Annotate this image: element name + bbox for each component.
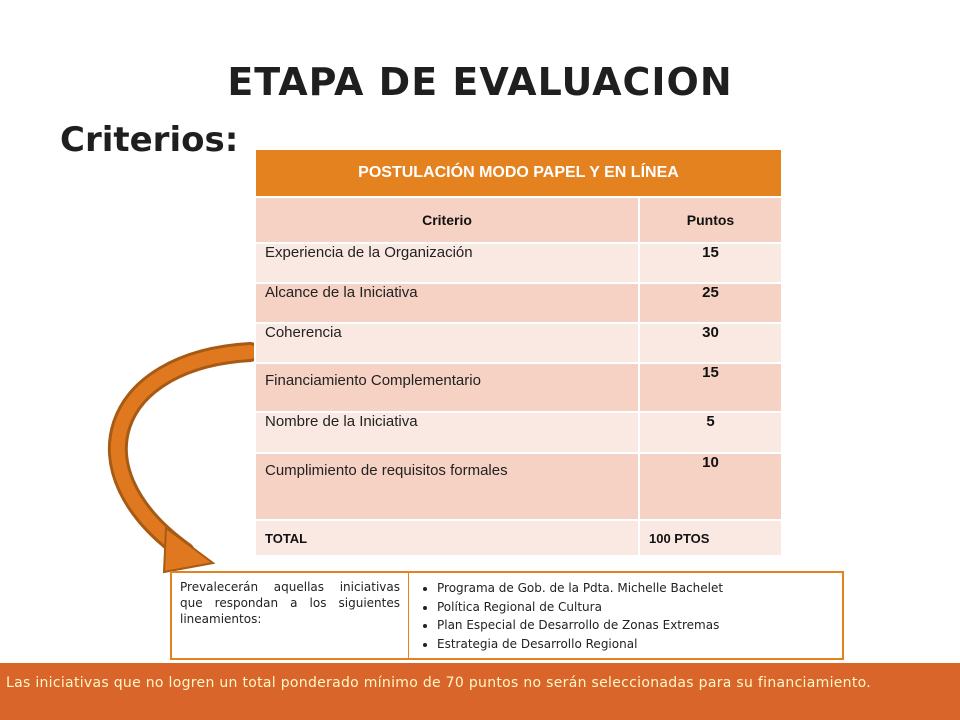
criterion-points: 10 [638,452,783,521]
criterion-name: Coherencia [254,322,640,364]
criterion-name: Nombre de la Iniciativa [254,411,640,454]
table-row: Cumplimiento de requisitos formales 10 [254,452,783,521]
criterion-name: Experiencia de la Organización [254,242,640,284]
total-label: TOTAL [254,519,640,557]
footer-note: Las iniciativas que no logren un total p… [0,663,960,720]
list-item: Estrategia de Desarrollo Regional [437,635,834,654]
criterion-points: 15 [638,362,783,413]
guidelines-intro: Prevalecerán aquellas iniciativas que re… [172,573,409,658]
column-header-criterio: Criterio [254,196,640,244]
criterion-name: Financiamiento Complementario [254,362,640,413]
table-row: Coherencia 30 [254,322,783,364]
table-row: Alcance de la Iniciativa 25 [254,282,783,324]
table-row: Financiamiento Complementario 15 [254,362,783,413]
criterion-points: 30 [638,322,783,364]
table-row: Nombre de la Iniciativa 5 [254,411,783,454]
total-value: 100 PTOS [638,519,783,557]
criterion-points: 5 [638,411,783,454]
guidelines-box: Prevalecerán aquellas iniciativas que re… [170,571,844,660]
criteria-heading: Criterios: [60,120,239,160]
criterion-points: 25 [638,282,783,324]
table-row: Experiencia de la Organización 15 [254,242,783,284]
guidelines-list: Programa de Gob. de la Pdta. Michelle Ba… [409,579,834,653]
criterion-name: Cumplimiento de requisitos formales [254,452,640,521]
criteria-table: POSTULACIÓN MODO PAPEL Y EN LÍNEA Criter… [254,148,783,557]
criterion-points: 15 [638,242,783,284]
list-item: Plan Especial de Desarrollo de Zonas Ext… [437,616,834,635]
list-item: Política Regional de Cultura [437,598,834,617]
criterion-name: Alcance de la Iniciativa [254,282,640,324]
list-item: Programa de Gob. de la Pdta. Michelle Ba… [437,579,834,598]
total-row: TOTAL 100 PTOS [254,519,783,557]
slide-title: ETAPA DE EVALUACION [227,60,733,104]
table-header: POSTULACIÓN MODO PAPEL Y EN LÍNEA [254,148,783,198]
column-header-puntos: Puntos [638,196,783,244]
